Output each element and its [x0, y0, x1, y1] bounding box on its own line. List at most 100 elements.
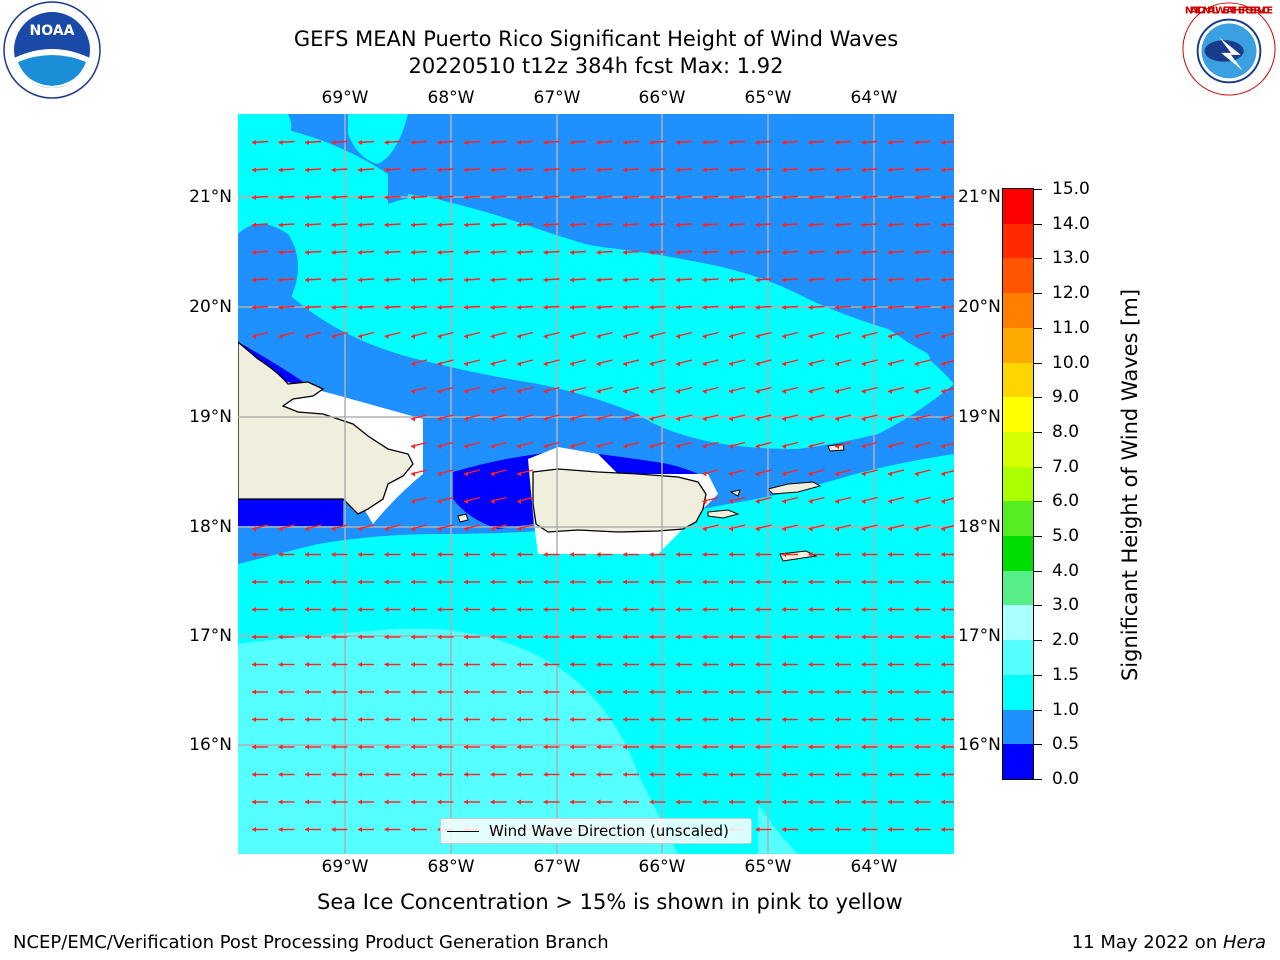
wave-direction-arrowhead [888, 579, 892, 585]
wave-direction-arrowhead [305, 222, 309, 228]
wave-direction-arrowhead [384, 772, 389, 777]
wave-direction-arrowhead [808, 444, 813, 449]
wave-direction-arrowhead [305, 662, 309, 667]
wave-direction-arrowhead [808, 471, 813, 477]
wave-direction-arrowhead [676, 799, 680, 805]
wave-direction-arrowhead [702, 361, 707, 367]
wave-direction-arrowhead [676, 195, 680, 200]
wave-direction-arrowhead [437, 552, 442, 557]
wave-direction-arrowhead [570, 416, 574, 422]
wave-direction-arrowhead [623, 579, 627, 585]
colorbar-tick-label: 1.0 [1052, 699, 1080, 720]
wave-direction-arrowhead [623, 361, 627, 367]
wave-direction-arrowhead [411, 552, 415, 557]
wave-direction-arrowhead [782, 634, 786, 640]
wave-direction-arrowhead [702, 499, 707, 504]
wave-direction-arrowhead [729, 334, 733, 339]
wave-direction-arrowhead [464, 167, 468, 173]
wave-direction-arrowhead [543, 634, 548, 640]
graticule [238, 114, 954, 854]
wave-direction-arrowhead [358, 277, 362, 283]
land-virgin-islands [767, 481, 822, 495]
wave-direction-arrowhead [861, 634, 866, 640]
wave-direction-arrowhead [252, 250, 256, 255]
colorbar-tick-label: 11.0 [1052, 317, 1090, 338]
wave-direction-arrowhead [782, 389, 786, 394]
wave-direction-arrowhead [623, 662, 627, 667]
wave-direction-arrowhead [914, 167, 919, 173]
wave-direction-arrowhead [517, 579, 521, 585]
colorbar-tick-mark [1034, 744, 1042, 746]
wave-direction-arrowhead [914, 526, 919, 532]
wave-direction-arrowhead [861, 689, 866, 695]
wave-direction-arrowhead [517, 140, 521, 145]
wave-direction-arrowhead [596, 140, 601, 145]
wave-direction-arrowhead [596, 717, 601, 722]
wave-direction-arrowhead [252, 634, 256, 640]
wave-direction-arrowhead [729, 195, 733, 200]
wave-direction-arrowhead [941, 277, 945, 283]
colorbar-segment [1003, 605, 1033, 641]
wave-direction-arrowhead [808, 222, 813, 228]
wave-direction-arrowhead [729, 140, 733, 145]
wave-direction-arrowhead [914, 305, 919, 310]
wave-direction-arrowhead [623, 444, 627, 449]
wave-direction-arrowhead [729, 277, 733, 283]
wave-direction-arrowhead [755, 634, 760, 640]
wave-direction-arrowhead [490, 167, 495, 173]
wave-direction-arrowhead [941, 744, 945, 750]
colorbar-segment [1003, 327, 1033, 364]
wave-direction-arrowhead [729, 416, 733, 422]
chart-subtitle-run: 20220510 t12z 384h fcst Max: 1.92 [408, 54, 784, 78]
lon-label-top: 68°W [427, 88, 475, 108]
wave-direction-arrowhead [755, 416, 760, 422]
wave-direction-arrowhead [543, 552, 548, 557]
wave-direction-arrowhead [543, 579, 548, 585]
wave-direction-arrowhead [596, 772, 601, 777]
wave-direction-arrowhead [464, 334, 468, 339]
wave-direction-arrowhead [358, 195, 362, 200]
wave-direction-arrowhead [914, 689, 919, 695]
wave-direction-arrowhead [490, 250, 495, 255]
wave-direction-arrowhead [464, 195, 468, 200]
wave-direction-arrowhead [411, 744, 415, 750]
wave-direction-arrowhead [623, 772, 627, 777]
wave-direction-arrowhead [729, 222, 733, 228]
wave-direction-arrowhead [570, 552, 574, 557]
wave-direction-arrowhead [914, 772, 919, 777]
lat-label-left: 19°N [189, 407, 232, 427]
wave-direction-arrowhead [411, 717, 415, 722]
wave-direction-arrowhead [702, 305, 707, 310]
wave-direction-arrowhead [649, 250, 654, 255]
wave-direction-arrowhead [888, 334, 892, 339]
wave-direction-arrowhead [331, 799, 336, 805]
wave-direction-arrowhead [914, 552, 919, 557]
wave-direction-arrowhead [305, 526, 309, 532]
colorbar-tick-label: 5.0 [1052, 526, 1080, 547]
wave-direction-arrowhead [702, 167, 707, 173]
wave-direction-arrowhead [914, 195, 919, 200]
wave-direction-arrowhead [755, 772, 760, 777]
wave-direction-arrowhead [411, 416, 415, 422]
wave-direction-arrowhead [914, 827, 919, 832]
wave-direction-arrowhead [305, 167, 309, 173]
wave-direction-arrowhead [596, 607, 601, 612]
colorbar-tick-label: 3.0 [1052, 595, 1080, 616]
wave-direction-arrowhead [596, 662, 601, 667]
wave-direction-arrowhead [384, 334, 389, 339]
wave-direction-arrowhead [252, 827, 256, 832]
colorbar-tick-mark [1034, 431, 1042, 433]
wave-direction-arrowhead [888, 744, 892, 750]
wave-direction-arrowhead [702, 744, 707, 750]
wave-direction-arrowhead [888, 552, 892, 557]
wave-direction-arrowhead [252, 662, 256, 667]
wave-direction-arrowhead [384, 579, 389, 585]
wave-direction-arrowhead [914, 361, 919, 367]
wave-direction-arrowhead [490, 552, 495, 557]
wave-direction-arrowhead [808, 689, 813, 695]
wave-direction-arrowhead [782, 799, 786, 805]
wave-direction-arrowhead [411, 305, 415, 310]
wave-direction-arrowhead [676, 222, 680, 228]
wave-direction-arrowhead [490, 689, 495, 695]
wave-direction-arrowhead [596, 222, 601, 228]
